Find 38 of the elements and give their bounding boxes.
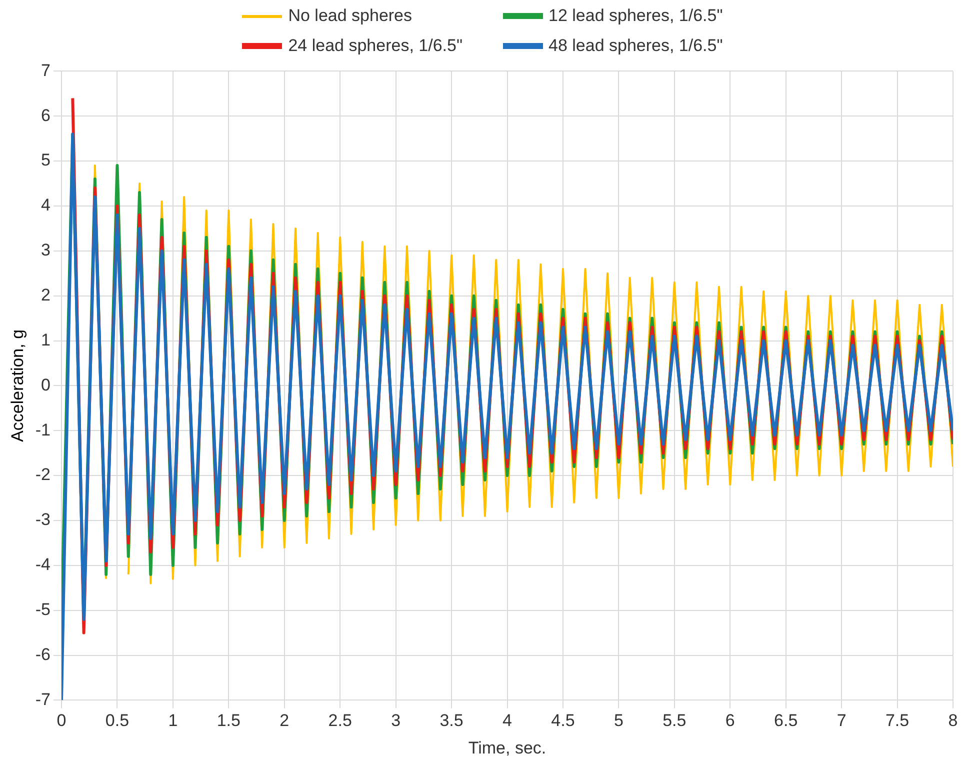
y-axis-title: Acceleration, g xyxy=(8,329,27,442)
x-tick-label: 8 xyxy=(948,711,958,730)
y-tick-label: -2 xyxy=(35,465,51,484)
x-tick-label: 3 xyxy=(391,711,401,730)
x-tick-label: 5 xyxy=(614,711,624,730)
y-tick-label: -1 xyxy=(35,420,51,440)
y-tick-label: 5 xyxy=(41,150,51,170)
x-tick-label: 7.5 xyxy=(885,711,910,730)
legend-label: 48 lead spheres, 1/6.5" xyxy=(548,36,723,56)
x-tick-label: 0.5 xyxy=(105,711,130,730)
legend-label: No lead spheres xyxy=(288,6,412,26)
y-tick-label: -7 xyxy=(35,690,51,709)
y-tick-label: 1 xyxy=(41,330,51,350)
x-tick-label: 2 xyxy=(280,711,290,730)
x-tick-label: 6 xyxy=(725,711,735,730)
x-axis-title: Time, sec. xyxy=(468,738,546,758)
y-tick-label: -4 xyxy=(35,555,51,574)
y-tick-label: -5 xyxy=(35,600,51,620)
x-tick-label: 4.5 xyxy=(551,711,575,730)
x-tick-label: 6.5 xyxy=(774,711,798,730)
y-tick-label: 7 xyxy=(41,60,51,80)
x-tick-label: 7 xyxy=(836,711,846,730)
legend-label: 12 lead spheres, 1/6.5" xyxy=(548,6,723,26)
legend-label: 24 lead spheres, 1/6.5" xyxy=(288,36,462,56)
y-tick-label: -6 xyxy=(35,644,51,664)
x-tick-label: 4 xyxy=(502,711,512,730)
x-tick-label: 1 xyxy=(168,711,178,730)
x-tick-label: 5.5 xyxy=(662,711,686,730)
x-tick-label: 0 xyxy=(56,711,66,730)
x-tick-label: 1.5 xyxy=(216,711,240,730)
y-tick-label: 2 xyxy=(41,286,51,305)
y-tick-label: 4 xyxy=(41,196,51,215)
x-tick-label: 2.5 xyxy=(328,711,352,730)
x-tick-label: 3.5 xyxy=(440,711,464,730)
y-tick-label: 6 xyxy=(41,106,51,125)
y-tick-label: 3 xyxy=(41,240,51,260)
y-tick-label: 0 xyxy=(41,375,51,394)
y-tick-label: -3 xyxy=(35,510,51,530)
